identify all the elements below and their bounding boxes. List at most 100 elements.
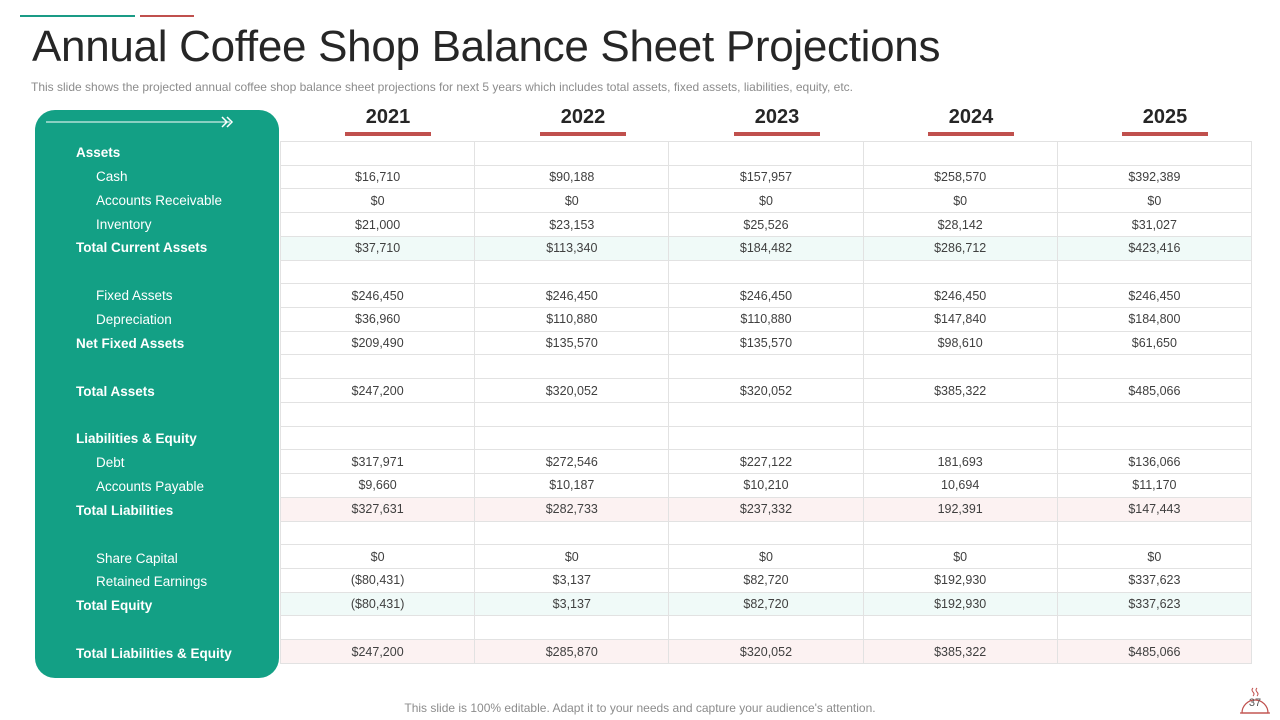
row-label-total-liabilities-equity: Total Liabilities & Equity	[76, 645, 232, 661]
table-cell: $16,710	[279, 164, 476, 190]
table-cell: $3,137	[474, 591, 670, 617]
table-cell	[474, 615, 670, 641]
table-cell: $136,066	[1056, 449, 1253, 475]
table-cell	[862, 425, 1058, 451]
table-row	[279, 401, 1253, 427]
year-underline	[540, 132, 626, 136]
row-label-liabilities-equity: Liabilities & Equity	[76, 431, 197, 447]
table-row	[279, 141, 1253, 166]
table-row: $21,000 $23,153 $25,526 $28,142 $31,027	[279, 212, 1253, 237]
table-cell: $23,153	[474, 212, 670, 237]
table-row	[279, 354, 1253, 380]
year-header-2024: 2024	[948, 106, 994, 128]
row-label-depreciation: Depreciation	[96, 312, 172, 327]
table-cell: ($80,431)	[279, 591, 476, 617]
row-label-cash: Cash	[96, 168, 128, 184]
table-cell: $0	[668, 544, 864, 569]
table-cell: $385,322	[862, 639, 1058, 664]
coffee-cup-icon	[1240, 687, 1270, 714]
table-cell	[474, 259, 670, 285]
balance-sheet-table: $16,710 $90,188 $157,957 $258,570 $392,3…	[279, 141, 1253, 664]
year-underline	[345, 132, 431, 136]
table-cell: $0	[862, 544, 1058, 569]
table-cell	[1056, 615, 1253, 641]
table-cell: $246,450	[279, 283, 476, 309]
table-cell: $227,122	[668, 449, 864, 475]
table-cell	[668, 615, 864, 641]
table-cell	[1056, 520, 1253, 546]
year-header-2023: 2023	[754, 106, 800, 128]
table-row: $9,660 $10,187 $10,210 10,694 $11,170	[279, 473, 1253, 498]
table-row: $0 $0 $0 $0 $0	[279, 544, 1253, 569]
table-cell: $9,660	[279, 473, 476, 498]
table-cell: $246,450	[474, 283, 670, 309]
table-cell	[279, 425, 476, 451]
table-cell: $320,052	[668, 639, 864, 664]
table-cell: $320,052	[668, 378, 864, 403]
row-label-accounts-receivable: Accounts Receivable	[96, 192, 223, 208]
table-row: $36,960 $110,880 $110,880 $147,840 $184,…	[279, 307, 1253, 332]
accent-line-red	[140, 15, 194, 17]
table-cell: $320,052	[474, 378, 670, 403]
table-cell	[279, 401, 476, 427]
table-cell: $10,187	[474, 473, 670, 498]
table-cell	[474, 141, 670, 166]
row-label-assets: Assets	[76, 145, 121, 160]
row-label-share-capital: Share Capital	[96, 550, 178, 566]
table-cell: $113,340	[474, 235, 670, 261]
row-label-total-assets: Total Assets	[76, 383, 155, 399]
row-label-accounts-payable: Accounts Payable	[96, 478, 205, 494]
table-cell: $21,000	[279, 212, 476, 237]
table-cell	[1056, 354, 1253, 380]
table-cell: $285,870	[474, 639, 670, 664]
table-cell: $36,960	[279, 307, 476, 332]
table-row	[279, 259, 1253, 285]
table-cell: $337,623	[1056, 591, 1253, 617]
table-cell: $31,027	[1056, 212, 1253, 237]
table-cell: $110,880	[668, 307, 864, 332]
table-row: $0 $0 $0 $0 $0	[279, 188, 1253, 214]
table-cell: $485,066	[1056, 639, 1253, 664]
table-cell: $392,389	[1056, 164, 1253, 190]
table-cell: $82,720	[668, 591, 864, 617]
table-cell: $246,450	[668, 283, 864, 309]
table-cell: $135,570	[668, 330, 864, 356]
table-cell: $485,066	[1056, 378, 1253, 403]
table-row	[279, 615, 1253, 641]
table-cell: $184,800	[1056, 307, 1253, 332]
table-cell	[474, 520, 670, 546]
row-label-panel	[35, 110, 279, 678]
table-cell: $0	[862, 188, 1058, 214]
table-cell	[279, 259, 476, 285]
table-cell: $90,188	[474, 164, 670, 190]
row-label-total-liabilities: Total Liabilities	[76, 502, 174, 518]
table-cell: 192,391	[862, 496, 1058, 522]
table-row	[279, 425, 1253, 451]
table-cell: $317,971	[279, 449, 476, 475]
table-cell: $0	[279, 544, 476, 569]
table-cell: $0	[474, 188, 670, 214]
table-cell: $423,416	[1056, 235, 1253, 261]
row-label-total-current-assets: Total Current Assets	[76, 240, 208, 256]
table-row: $317,971 $272,546 $227,122 181,693 $136,…	[279, 449, 1253, 475]
table-cell	[862, 141, 1058, 166]
table-row-total: $327,631 $282,733 $237,332 192,391 $147,…	[279, 496, 1253, 522]
table-cell: $246,450	[1056, 283, 1253, 309]
table-cell: $147,443	[1056, 496, 1253, 522]
table-row: $247,200 $320,052 $320,052 $385,322 $485…	[279, 378, 1253, 403]
table-cell: 181,693	[862, 449, 1058, 475]
year-underline	[734, 132, 820, 136]
table-cell	[474, 401, 670, 427]
table-cell: $0	[1056, 188, 1253, 214]
table-cell: $82,720	[668, 567, 864, 593]
table-cell: $98,610	[862, 330, 1058, 356]
table-cell: $286,712	[862, 235, 1058, 261]
table-cell: $246,450	[862, 283, 1058, 309]
table-cell: $192,930	[862, 567, 1058, 593]
table-cell: $184,482	[668, 235, 864, 261]
year-header-2021: 2021	[365, 106, 411, 128]
accent-line-teal	[20, 15, 135, 17]
table-cell	[668, 401, 864, 427]
table-row-total: $37,710 $113,340 $184,482 $286,712 $423,…	[279, 235, 1253, 261]
table-cell	[279, 354, 476, 380]
